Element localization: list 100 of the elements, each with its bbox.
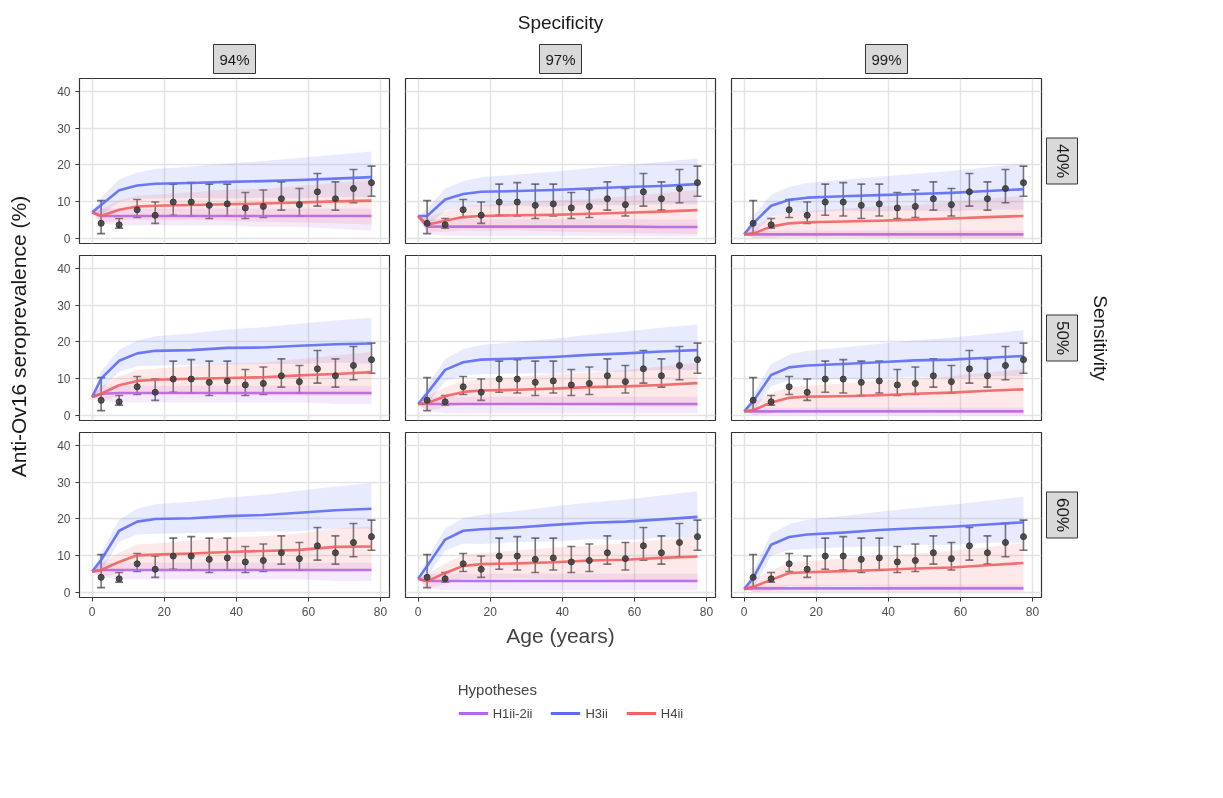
point [929, 549, 937, 557]
point [367, 356, 375, 364]
line-series [90, 507, 373, 573]
point [803, 565, 811, 573]
x-tick-label: 40 [555, 604, 570, 619]
x-tick-label: 0 [88, 604, 96, 619]
y-tick-label: 20 [57, 335, 71, 350]
point [151, 211, 159, 219]
y-tick-label: 0 [63, 408, 71, 423]
point [1019, 179, 1027, 187]
point [549, 377, 557, 385]
point [477, 565, 485, 573]
y-tick-label: 40 [57, 261, 71, 276]
point [785, 206, 793, 214]
point [241, 558, 249, 566]
y-tick-label: 40 [57, 438, 71, 453]
point [513, 375, 521, 383]
point [603, 549, 611, 557]
point [603, 372, 611, 380]
y2-axis-title: 60% [1052, 497, 1072, 533]
point [313, 542, 321, 550]
point [839, 198, 847, 206]
x-tick-label: 80 [699, 604, 714, 619]
point [621, 378, 629, 386]
y-axis-title: Anti-Ov16 seroprevalence (%) [6, 195, 30, 478]
point [549, 554, 557, 562]
point [983, 372, 991, 380]
point [585, 202, 593, 210]
point [857, 378, 865, 386]
point [151, 388, 159, 396]
point [169, 198, 177, 206]
point [205, 201, 213, 209]
point [1019, 533, 1027, 541]
point [1019, 356, 1027, 364]
point [803, 211, 811, 219]
point [205, 555, 213, 563]
x-tick-label: 60 [953, 604, 968, 619]
point [441, 575, 449, 583]
point [893, 381, 901, 389]
point [277, 549, 285, 557]
point [223, 200, 231, 208]
point [459, 383, 467, 391]
point [459, 560, 467, 568]
point [313, 188, 321, 196]
x-tick-label: 40 [229, 604, 244, 619]
point [169, 375, 177, 383]
point [821, 198, 829, 206]
point [929, 372, 937, 380]
point [657, 549, 665, 557]
point [495, 198, 503, 206]
point [495, 552, 503, 560]
point [785, 383, 793, 391]
point [675, 185, 683, 192]
point [1001, 362, 1009, 369]
point [983, 549, 991, 557]
point [531, 378, 539, 386]
point [441, 221, 449, 229]
point [115, 575, 123, 583]
point [295, 555, 303, 563]
y-tick-label: 10 [57, 194, 71, 209]
line-series [90, 342, 373, 399]
point [133, 560, 141, 568]
point [857, 555, 865, 563]
point [259, 379, 267, 387]
point [693, 533, 701, 541]
point [893, 558, 901, 566]
point [241, 381, 249, 389]
point [911, 379, 919, 387]
y-tick-label: 0 [63, 231, 71, 246]
point [567, 381, 575, 389]
point [187, 552, 195, 560]
point [241, 204, 249, 212]
point [441, 398, 449, 406]
point [187, 375, 195, 383]
point [423, 219, 431, 227]
point [639, 365, 647, 373]
point [423, 396, 431, 404]
legend-label: H1ii-2ii [492, 705, 533, 721]
point [133, 383, 141, 391]
point [929, 195, 937, 203]
y2-axis-title: 50% [1052, 320, 1072, 356]
x-tick-label: 40 [881, 604, 896, 619]
point [785, 560, 793, 568]
point [803, 388, 811, 396]
point [749, 573, 757, 581]
point [549, 200, 557, 208]
x-tick-label: 0 [740, 604, 748, 619]
y-tick-label: 20 [57, 512, 71, 527]
line-series [90, 370, 373, 399]
point [657, 372, 665, 380]
x-tick-label: 20 [483, 604, 498, 619]
x-tick-label: 0 [414, 604, 422, 619]
point [205, 378, 213, 386]
x-tick-label: 80 [1025, 604, 1040, 619]
point [749, 219, 757, 227]
point [947, 555, 955, 563]
x-tick-label: 60 [301, 604, 316, 619]
point [97, 573, 105, 581]
point [169, 552, 177, 560]
x-tick-label: 80 [373, 604, 388, 619]
